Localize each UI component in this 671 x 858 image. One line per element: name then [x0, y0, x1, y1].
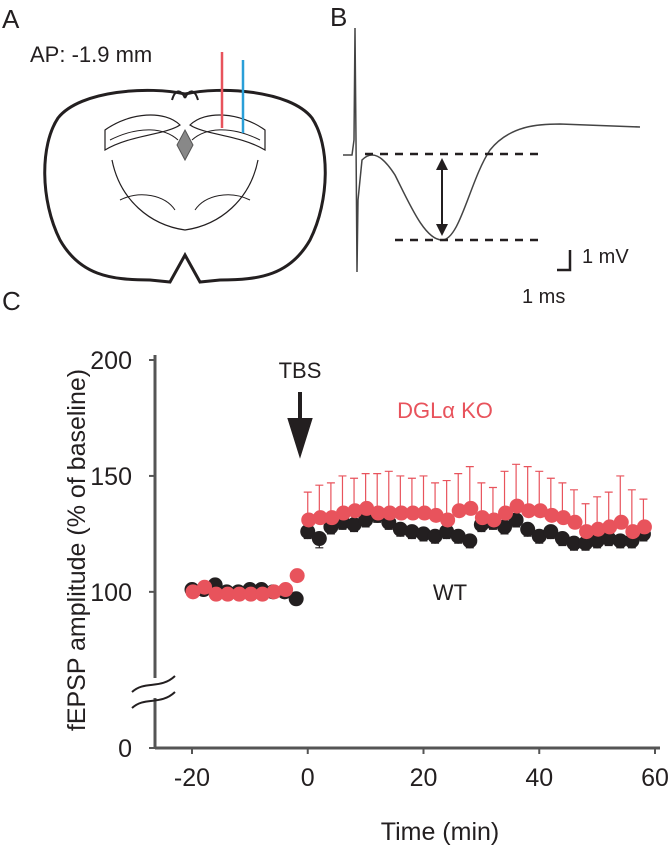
- event-arrow: [287, 392, 313, 459]
- data-point: [601, 531, 617, 547]
- data-point: [301, 512, 317, 528]
- data-point: [451, 503, 467, 519]
- data-point: [300, 524, 316, 540]
- data-point: [498, 505, 514, 521]
- data-point: [521, 503, 537, 519]
- data-point: [439, 524, 455, 540]
- data-point: [393, 505, 409, 521]
- data-point: [544, 507, 560, 523]
- data-point: [532, 503, 548, 519]
- data-point: [358, 512, 374, 528]
- y-tick-label: 200: [90, 347, 132, 375]
- event-label: TBS: [279, 358, 322, 383]
- data-point: [335, 505, 351, 521]
- data-point: [312, 510, 328, 526]
- data-point: [520, 521, 536, 537]
- scale-label: 1 ms: [522, 286, 565, 308]
- data-point: [427, 528, 443, 544]
- data-point: [531, 528, 547, 544]
- data-point: [463, 500, 479, 516]
- data-point: [278, 582, 294, 598]
- data-point: [288, 591, 304, 607]
- data-point: [197, 579, 213, 595]
- scale-bar: [557, 250, 572, 272]
- data-point: [382, 505, 398, 521]
- trace: [343, 27, 641, 273]
- x-tick-label: 0: [301, 764, 315, 792]
- data-point: [567, 514, 583, 530]
- data-point: [589, 533, 605, 549]
- data-point: [440, 512, 456, 528]
- data-point: [636, 519, 652, 535]
- error-bar: [616, 475, 625, 523]
- panel-label: B: [330, 2, 347, 32]
- data-point: [370, 505, 386, 521]
- data-point: [578, 535, 594, 551]
- data-point: [266, 584, 282, 600]
- data-point: [566, 535, 582, 551]
- data-point: [450, 528, 466, 544]
- data-point: [405, 505, 421, 521]
- data-point: [417, 505, 432, 521]
- y-tick-label: 150: [90, 463, 132, 491]
- panel-label: A: [2, 4, 20, 34]
- axis-break: [131, 675, 176, 709]
- x-tick-label: 60: [641, 764, 669, 792]
- data-point: [243, 586, 259, 602]
- data-point: [612, 533, 628, 549]
- x-tick-label: 20: [410, 764, 438, 792]
- data-point: [347, 503, 363, 519]
- data-point: [428, 507, 444, 523]
- data-point: [474, 510, 490, 526]
- data-point: [579, 524, 595, 540]
- data-point: [508, 512, 524, 528]
- data-point: [324, 510, 340, 526]
- brain-diagram: [43, 88, 327, 284]
- data-point: [208, 586, 224, 602]
- x-tick-label: 40: [525, 764, 553, 792]
- data-point: [231, 586, 247, 602]
- chart: 0 100 150 200 -20 0 20 40 60 Time (min) fEPSP ampl…: [63, 347, 669, 846]
- y-tick-label: 100: [90, 579, 132, 607]
- data-point: [602, 519, 618, 535]
- data-point: [497, 519, 513, 535]
- data-point: [462, 533, 478, 549]
- legend-label: WT: [433, 580, 467, 605]
- data-point: [554, 531, 570, 547]
- data-point: [416, 526, 431, 542]
- data-point: [404, 524, 420, 540]
- data-point: [392, 521, 408, 537]
- data-point: [311, 531, 327, 547]
- data-point: [486, 512, 502, 528]
- data-point: [254, 586, 270, 602]
- annotation: AP: -1.9 mm: [30, 42, 152, 67]
- data-point: [555, 510, 571, 526]
- y-axis-label: fEPSP amplitude (% of baseline): [63, 369, 91, 731]
- scale-label: 1 mV: [582, 246, 629, 268]
- data-point: [509, 498, 525, 514]
- x-tick-label: -20: [174, 764, 210, 792]
- data-point: [590, 521, 606, 537]
- data-point: [543, 524, 559, 540]
- data-point: [359, 500, 375, 516]
- x-axis-label: Time (min): [381, 818, 500, 846]
- data-point: [185, 584, 201, 600]
- data-point: [220, 586, 236, 602]
- legend-label: DGLα KO: [397, 398, 493, 423]
- data-point: [346, 517, 362, 533]
- panel-label: C: [2, 286, 21, 316]
- y-tick-label: 0: [118, 735, 132, 763]
- data-point: [625, 524, 641, 540]
- data-point: [289, 568, 305, 584]
- data-point: [613, 514, 629, 530]
